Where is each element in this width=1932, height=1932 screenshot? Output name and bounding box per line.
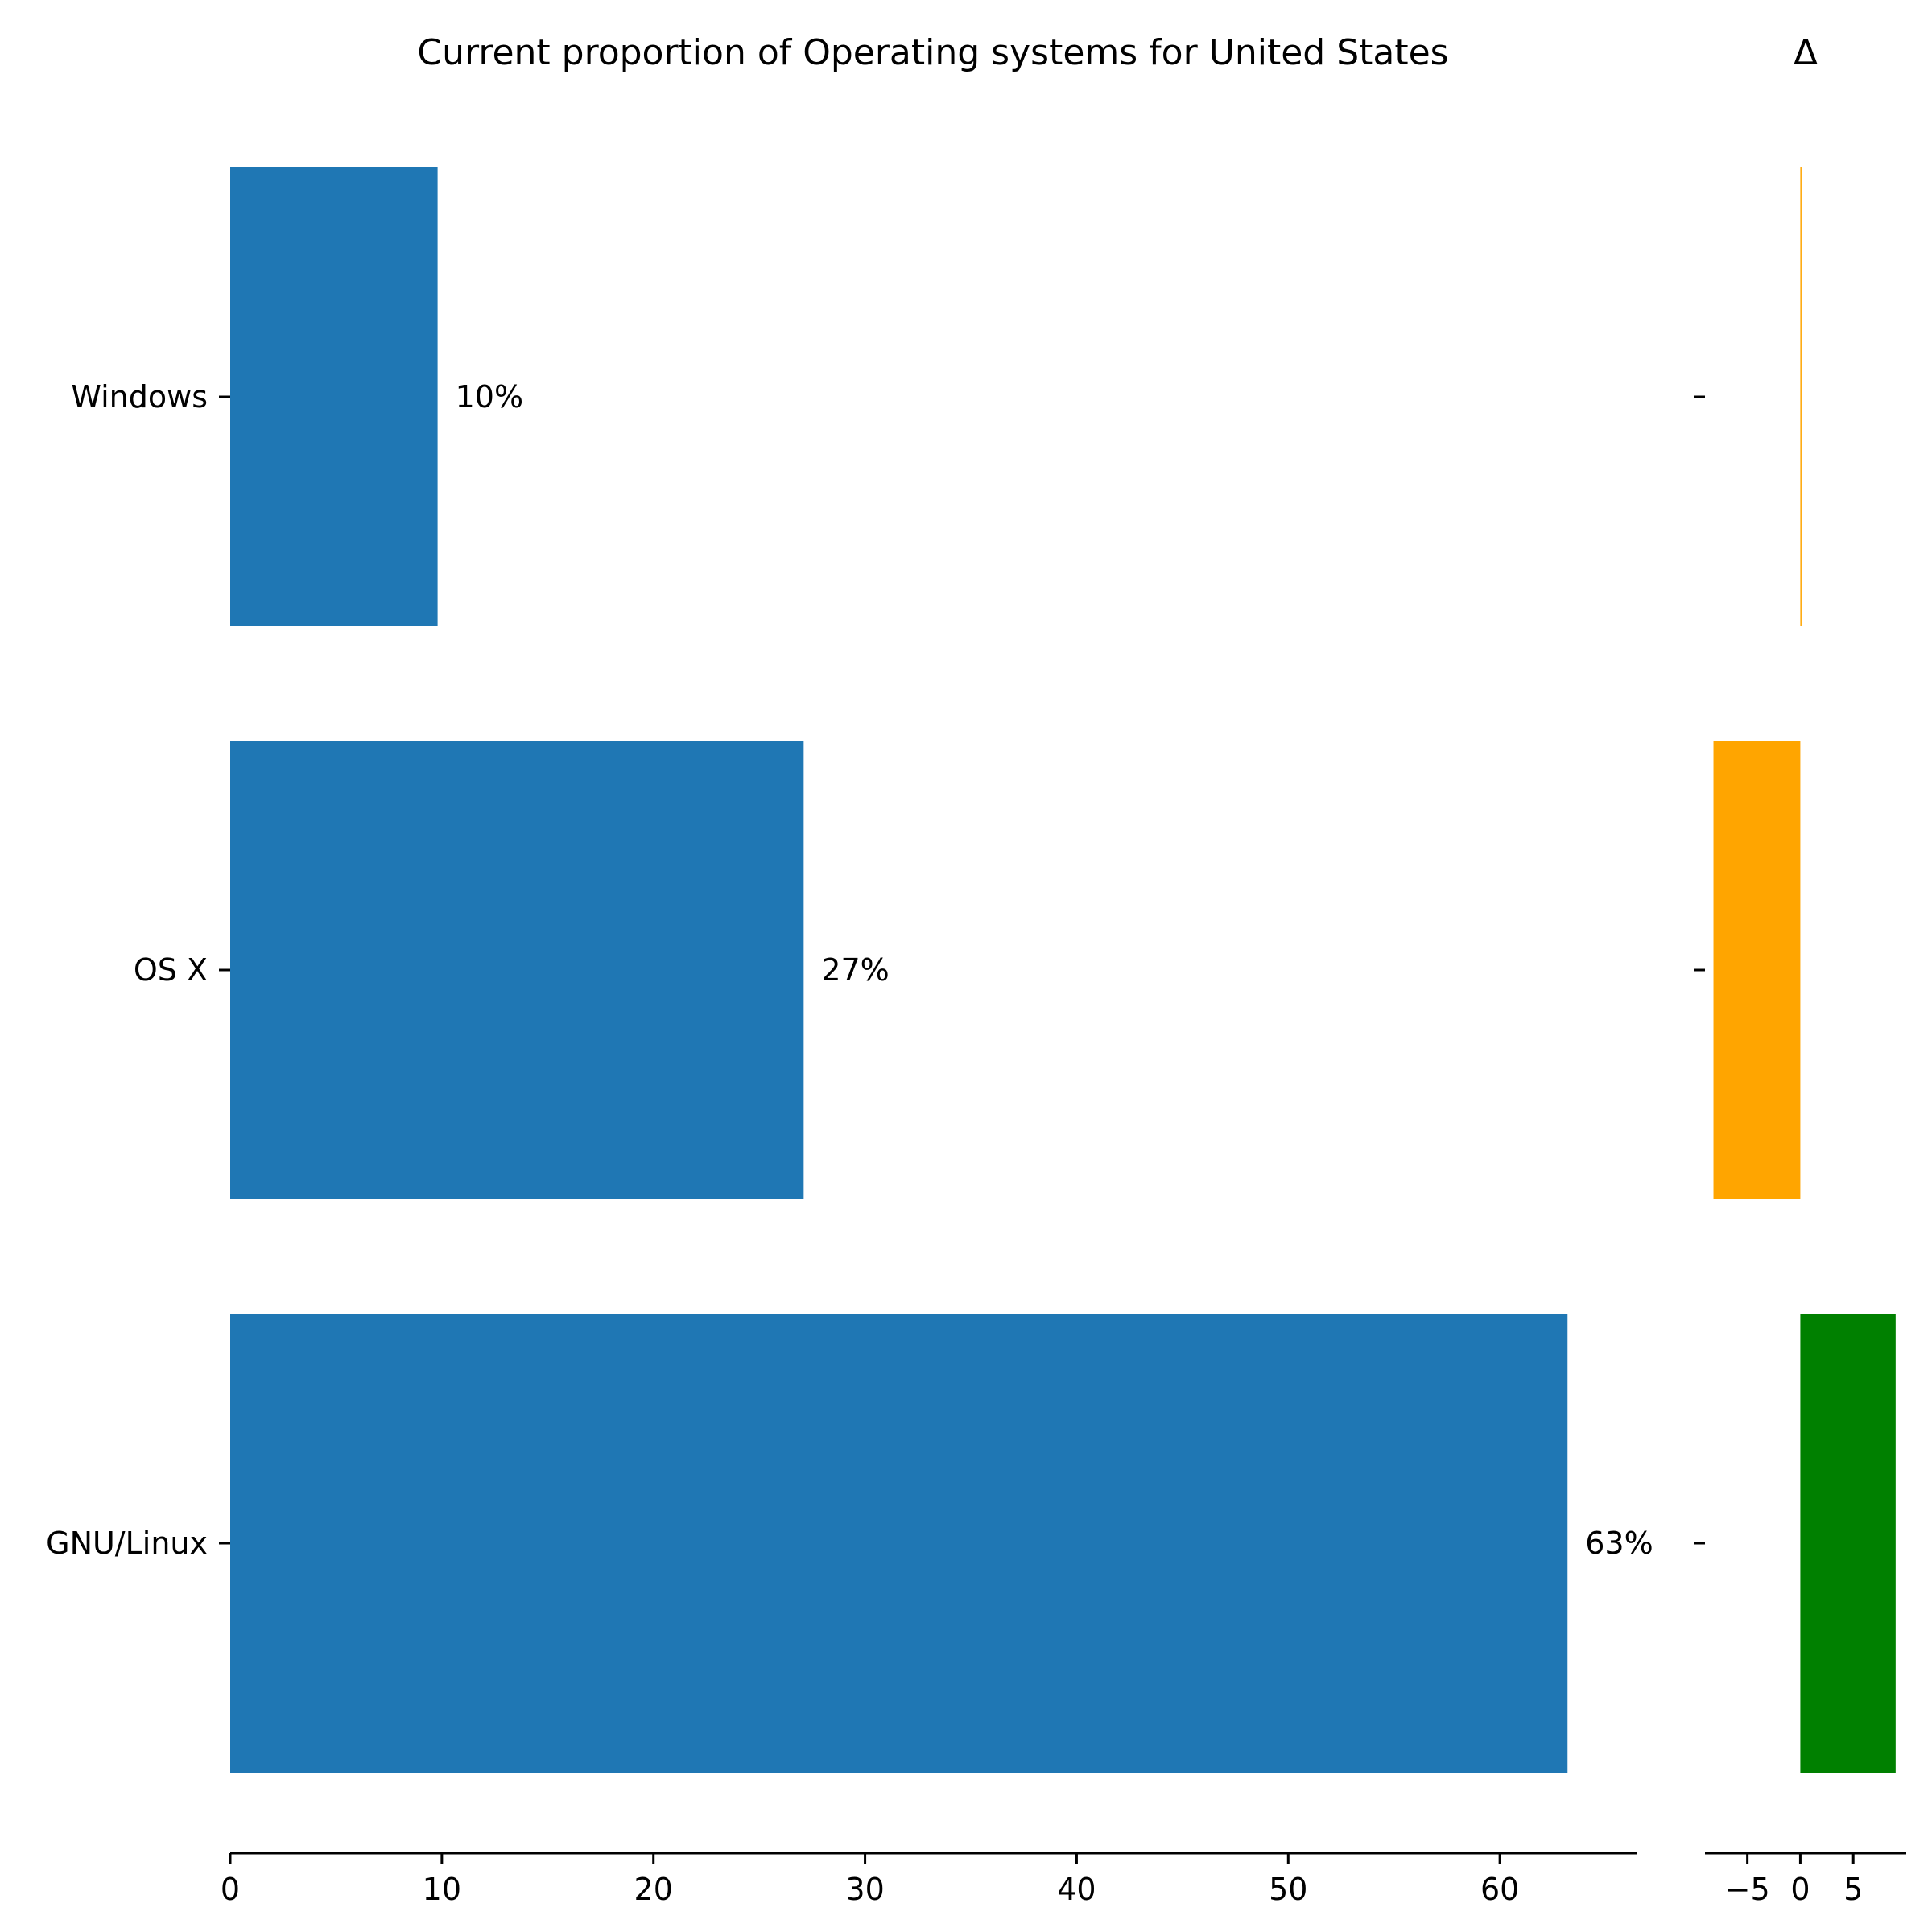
main-x-tick-label-10: 10 xyxy=(423,1872,461,1907)
main-x-axis: 0 10 20 30 40 50 60 xyxy=(221,1852,1637,1907)
delta-x-tick-label-2: 5 xyxy=(1843,1872,1863,1907)
delta-x-tick-label-1: 0 xyxy=(1790,1872,1810,1907)
main-x-tick-label-0: 0 xyxy=(221,1872,240,1907)
bar-os-x xyxy=(230,741,804,1199)
delta-category-ticks xyxy=(1694,395,1705,1545)
main-x-tick-label-50: 50 xyxy=(1269,1872,1307,1907)
category-label-windows: Windows xyxy=(71,379,208,415)
main-x-tick-label-20: 20 xyxy=(634,1872,673,1907)
value-label-os-x: 27% xyxy=(821,952,889,988)
delta-bar-windows xyxy=(1800,167,1802,626)
value-label-gnu-linux: 63% xyxy=(1585,1525,1653,1561)
delta-x-tick-label-0: −5 xyxy=(1725,1872,1770,1907)
main-x-tick-label-60: 60 xyxy=(1480,1872,1519,1907)
main-x-tick-label-40: 40 xyxy=(1057,1872,1096,1907)
main-bars xyxy=(230,167,1568,1773)
main-x-tick-label-30: 30 xyxy=(845,1872,884,1907)
category-axis: Windows OS X GNU/Linux xyxy=(46,379,230,1561)
chart-title: Current proportion of Operating systems … xyxy=(417,32,1448,73)
bar-windows xyxy=(230,167,438,626)
main-value-labels: 10% 27% 63% xyxy=(456,379,1653,1561)
value-label-windows: 10% xyxy=(456,379,523,415)
delta-panel-title: Δ xyxy=(1794,32,1818,73)
category-label-gnu-linux: GNU/Linux xyxy=(46,1525,208,1561)
delta-bar-gnu-linux xyxy=(1800,1314,1896,1773)
bar-gnu-linux xyxy=(230,1314,1568,1773)
category-label-os-x: OS X xyxy=(134,952,208,988)
delta-bar-os-x xyxy=(1713,741,1801,1199)
delta-x-axis: −5 0 5 xyxy=(1705,1852,1906,1907)
delta-bars xyxy=(1713,167,1896,1773)
